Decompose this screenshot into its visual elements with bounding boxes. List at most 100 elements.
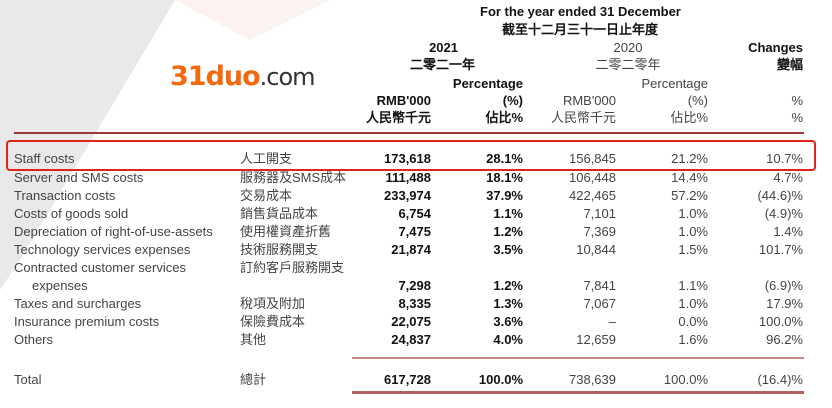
- row-label-zh: 銷售貨品成本: [240, 206, 319, 221]
- year-2021: 2021: [429, 40, 458, 55]
- row-label-en-cont: expenses: [32, 278, 88, 293]
- pct-2020: 1.0%: [678, 296, 708, 311]
- row-label-en: Others: [14, 332, 54, 347]
- value-2020: 106,448: [569, 170, 616, 185]
- value-2021: 7,298: [398, 278, 431, 293]
- row-label-zh: 人工開支: [240, 151, 293, 166]
- value-2020: 10,844: [576, 242, 616, 257]
- change: (6.9)%: [764, 278, 803, 293]
- row-label-en: Server and SMS costs: [14, 170, 144, 185]
- value-2021: 173,618: [384, 151, 431, 166]
- pct-2020: 1.0%: [678, 224, 708, 239]
- changes-header: Changes: [748, 40, 803, 55]
- value-2021: 8,335: [398, 296, 431, 311]
- change: 1.4%: [773, 224, 803, 239]
- row-label-en: Transaction costs: [14, 188, 116, 203]
- pct-2021: 18.1%: [486, 170, 523, 185]
- changes-header-zh: 變幅: [776, 57, 803, 72]
- row-label-zh: 技術服務開支: [240, 242, 319, 257]
- total-2020: 738,639: [569, 372, 616, 387]
- pct-2021: 1.1%: [493, 206, 523, 221]
- change: (4.9)%: [764, 206, 803, 221]
- pct-2020: 1.1%: [678, 278, 708, 293]
- pct-unit-2020: (%): [687, 93, 708, 108]
- row-label-zh: 其他: [240, 332, 267, 347]
- row-label-en: Depreciation of right-of-use-assets: [14, 224, 213, 239]
- value-2021: 233,974: [384, 188, 431, 203]
- value-2021: 21,874: [391, 242, 431, 257]
- row-label-en: Costs of goods sold: [14, 206, 129, 221]
- change: 101.7%: [758, 242, 803, 257]
- total-rule: [352, 391, 804, 394]
- value-2021: 24,837: [391, 332, 431, 347]
- value-2021: 6,754: [398, 206, 431, 221]
- rmb-2020: RMB'000: [562, 93, 616, 108]
- pct-2020: 14.4%: [671, 170, 708, 185]
- value-2020: 7,067: [583, 296, 616, 311]
- pct-2020: 1.0%: [678, 206, 708, 221]
- pct-2020: 0.0%: [678, 314, 708, 329]
- period-zh: 截至十二月三十一日止年度: [501, 22, 658, 37]
- value-2020: 7,369: [583, 224, 616, 239]
- header-rule: [14, 132, 804, 134]
- pct-changes-zh: %: [791, 110, 803, 125]
- row-label-en: Taxes and surcharges: [14, 296, 142, 311]
- pct-unit-2021: (%): [502, 93, 523, 108]
- row-label-zh: 使用權資產折舊: [240, 224, 332, 239]
- pct-2021: 28.1%: [486, 151, 523, 166]
- row-label-en: Staff costs: [14, 151, 75, 166]
- subtotal-rule: [352, 357, 804, 359]
- highlight-box-staff-costs: [6, 140, 816, 171]
- year-2020-zh: 二零二零年: [595, 57, 661, 72]
- row-label-zh: 訂約客戶服務開支: [240, 260, 345, 275]
- period-en: For the year ended 31 December: [480, 4, 681, 19]
- value-2020: 12,659: [576, 332, 616, 347]
- pct-2021: 1.2%: [493, 278, 523, 293]
- value-2021: 22,075: [391, 314, 431, 329]
- row-label-en: Contracted customer services: [14, 260, 186, 275]
- value-2020: –: [608, 314, 616, 329]
- row-label-zh: 服務器及SMS成本: [240, 170, 347, 185]
- pct-2020: 57.2%: [671, 188, 708, 203]
- row-label-zh: 保險費成本: [240, 314, 306, 329]
- rmb-2021-zh: 人民幣千元: [365, 110, 431, 125]
- rmb-2021: RMB'000: [376, 93, 431, 108]
- change: (44.6)%: [757, 188, 803, 203]
- total-2021: 617,728: [384, 372, 431, 387]
- change: 100.0%: [758, 314, 803, 329]
- watermark-logo: 31duo.com: [170, 61, 316, 92]
- pct-unit-2021-zh: 佔比%: [485, 110, 523, 125]
- percentage-2020: Percentage: [641, 76, 709, 91]
- pct-changes: %: [791, 93, 803, 108]
- pct-2021: 3.5%: [493, 242, 523, 257]
- pct-2021: 3.6%: [493, 314, 523, 329]
- value-2020: 7,841: [583, 278, 616, 293]
- change: 17.9%: [766, 296, 803, 311]
- pct-2020: 1.5%: [678, 242, 708, 257]
- row-label-en: Insurance premium costs: [14, 314, 160, 329]
- row-label-en: Technology services expenses: [14, 242, 191, 257]
- value-2020: 422,465: [569, 188, 616, 203]
- row-label-zh: 稅項及附加: [240, 296, 306, 311]
- pct-2020: 1.6%: [678, 332, 708, 347]
- value-2021: 7,475: [398, 224, 431, 239]
- pct-2021: 1.2%: [493, 224, 523, 239]
- watermark-text-a: 31duo: [170, 61, 261, 92]
- pct-2021: 1.3%: [493, 296, 523, 311]
- year-2020: 2020: [613, 40, 643, 55]
- rmb-2020-zh: 人民幣千元: [550, 110, 616, 125]
- change: 4.7%: [773, 170, 803, 185]
- pct-2020: 21.2%: [671, 151, 708, 166]
- total-label-en: Total: [14, 372, 42, 387]
- total-change: (16.4)%: [757, 372, 803, 387]
- pct-2021: 37.9%: [486, 188, 523, 203]
- value-2020: 7,101: [583, 206, 616, 221]
- value-2020: 156,845: [569, 151, 616, 166]
- percentage-2021: Percentage: [452, 76, 523, 91]
- row-label-zh: 交易成本: [240, 188, 293, 203]
- total-pct-2021: 100.0%: [478, 372, 523, 387]
- total-pct-2020: 100.0%: [663, 372, 708, 387]
- change: 10.7%: [766, 151, 803, 166]
- value-2021: 111,488: [385, 170, 431, 185]
